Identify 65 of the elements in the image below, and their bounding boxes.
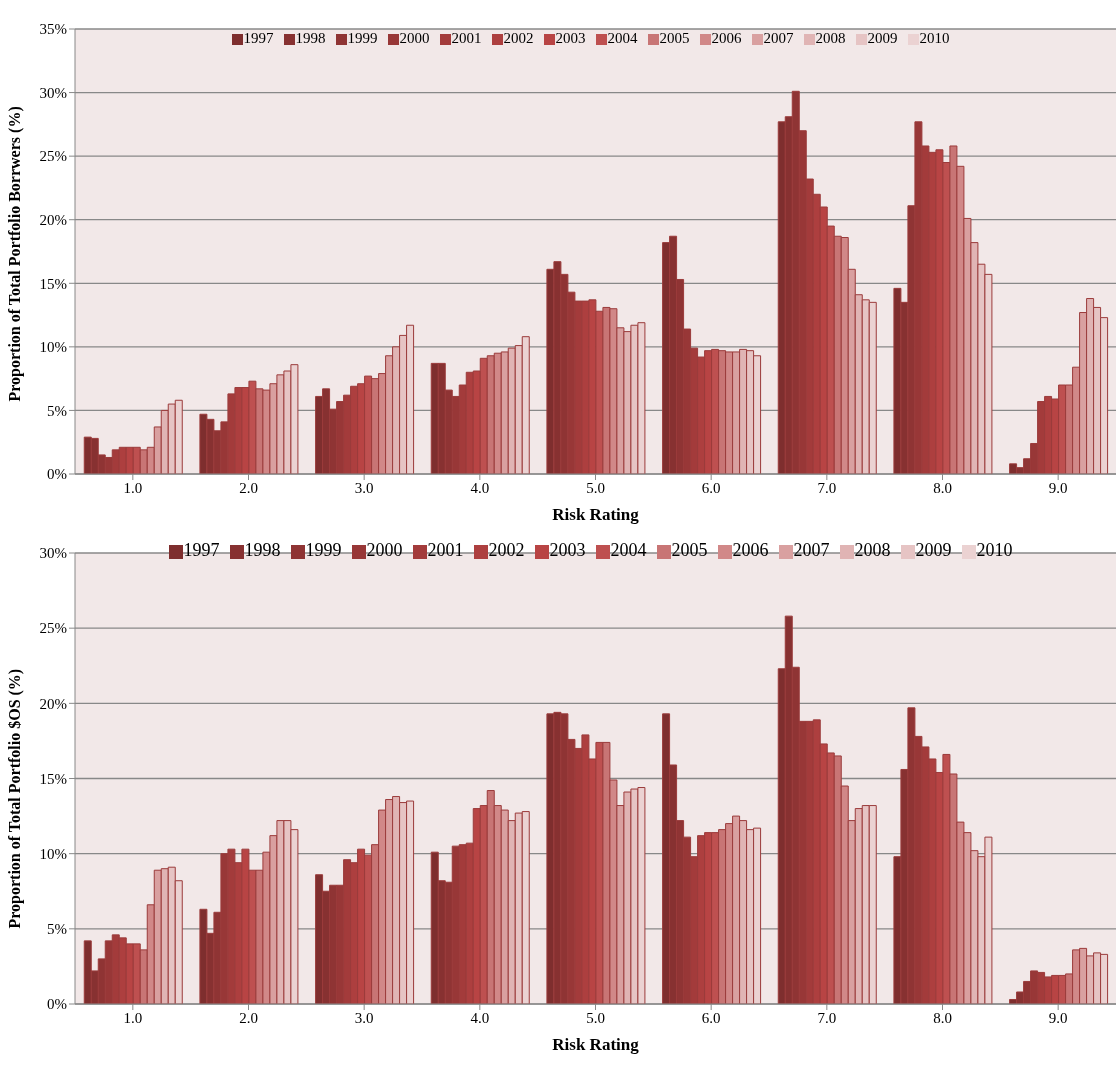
legend-label: 2007 bbox=[793, 540, 830, 560]
legend-label: 2005 bbox=[671, 540, 708, 560]
legend-label: 1998 bbox=[244, 540, 281, 560]
legend-label: 2000 bbox=[399, 30, 430, 46]
legend-label: 2003 bbox=[555, 30, 586, 46]
x-tick-label: 7.0 bbox=[817, 479, 837, 496]
legend-label: 2010 bbox=[919, 30, 950, 46]
y-tick-label: 20% bbox=[39, 695, 67, 712]
x-tick-label: 8.0 bbox=[933, 1009, 952, 1026]
legend-label: 2001 bbox=[451, 30, 482, 46]
x-axis-title: Risk Rating bbox=[552, 1035, 640, 1054]
x-tick-label: 4.0 bbox=[470, 479, 490, 496]
x-tick-label: 9.0 bbox=[1048, 1009, 1068, 1026]
y-tick-label: 25% bbox=[39, 620, 67, 637]
y-axis-title: Proportion of Total Portfolio Borrwers (%) bbox=[5, 106, 24, 402]
y-tick-label: 25% bbox=[39, 148, 67, 165]
legend-label: 2009 bbox=[915, 540, 952, 560]
legend-label: 1999 bbox=[347, 30, 378, 46]
y-tick-label: 20% bbox=[39, 212, 67, 229]
x-tick-label: 7.0 bbox=[817, 1009, 837, 1026]
legend-label: 2002 bbox=[488, 540, 525, 560]
legend-label: 1999 bbox=[305, 540, 342, 560]
x-tick-label: 4.0 bbox=[470, 1009, 490, 1026]
x-tick-label: 6.0 bbox=[701, 479, 721, 496]
y-tick-label: 15% bbox=[39, 275, 67, 292]
legend-label: 2004 bbox=[607, 30, 638, 46]
x-tick-label: 1.0 bbox=[123, 1009, 143, 1026]
legend-label: 2009 bbox=[867, 30, 898, 46]
legend-label: 2005 bbox=[659, 30, 690, 46]
y-tick-label: 10% bbox=[39, 845, 67, 862]
legend-label: 2006 bbox=[732, 540, 769, 560]
y-tick-label: 5% bbox=[47, 921, 67, 938]
x-tick-label: 6.0 bbox=[701, 1009, 721, 1026]
y-axis-title: Proportion of Total Portfolio $OS (%) bbox=[5, 668, 24, 929]
y-tick-label: 0% bbox=[47, 466, 67, 483]
legend-label: 2000 bbox=[366, 540, 403, 560]
y-tick-label: 30% bbox=[39, 84, 67, 101]
legend-label: 2008 bbox=[815, 30, 846, 46]
x-tick-label: 3.0 bbox=[354, 479, 374, 496]
x-tick-label: 2.0 bbox=[239, 1009, 258, 1026]
legend-label: 2007 bbox=[763, 30, 794, 46]
legend-label: 2002 bbox=[503, 30, 534, 46]
legend-label: 1998 bbox=[295, 30, 326, 46]
y-tick-label: 15% bbox=[39, 770, 67, 787]
y-tick-label: 0% bbox=[47, 996, 67, 1013]
y-tick-label: 35% bbox=[39, 21, 67, 38]
x-tick-label: 8.0 bbox=[933, 479, 952, 496]
legend-label: 1997 bbox=[183, 540, 220, 560]
y-tick-label: 30% bbox=[39, 545, 67, 562]
y-tick-label: 5% bbox=[47, 402, 67, 419]
y-tick-label: 10% bbox=[39, 339, 67, 356]
x-tick-label: 1.0 bbox=[123, 479, 143, 496]
x-tick-label: 3.0 bbox=[354, 1009, 374, 1026]
x-axis-title: Risk Rating bbox=[552, 505, 640, 524]
legend-label: 2008 bbox=[854, 540, 891, 560]
x-tick-label: 5.0 bbox=[586, 479, 605, 496]
legend-label: 2006 bbox=[711, 30, 742, 46]
x-tick-label: 2.0 bbox=[239, 479, 258, 496]
legend-label: 2004 bbox=[610, 540, 647, 560]
legend-label: 1997 bbox=[243, 30, 274, 46]
legend-label: 2010 bbox=[976, 540, 1013, 560]
x-tick-label: 9.0 bbox=[1048, 479, 1068, 496]
x-tick-label: 5.0 bbox=[586, 1009, 605, 1026]
legend-label: 2003 bbox=[549, 540, 586, 560]
legend-label: 2001 bbox=[427, 540, 464, 560]
